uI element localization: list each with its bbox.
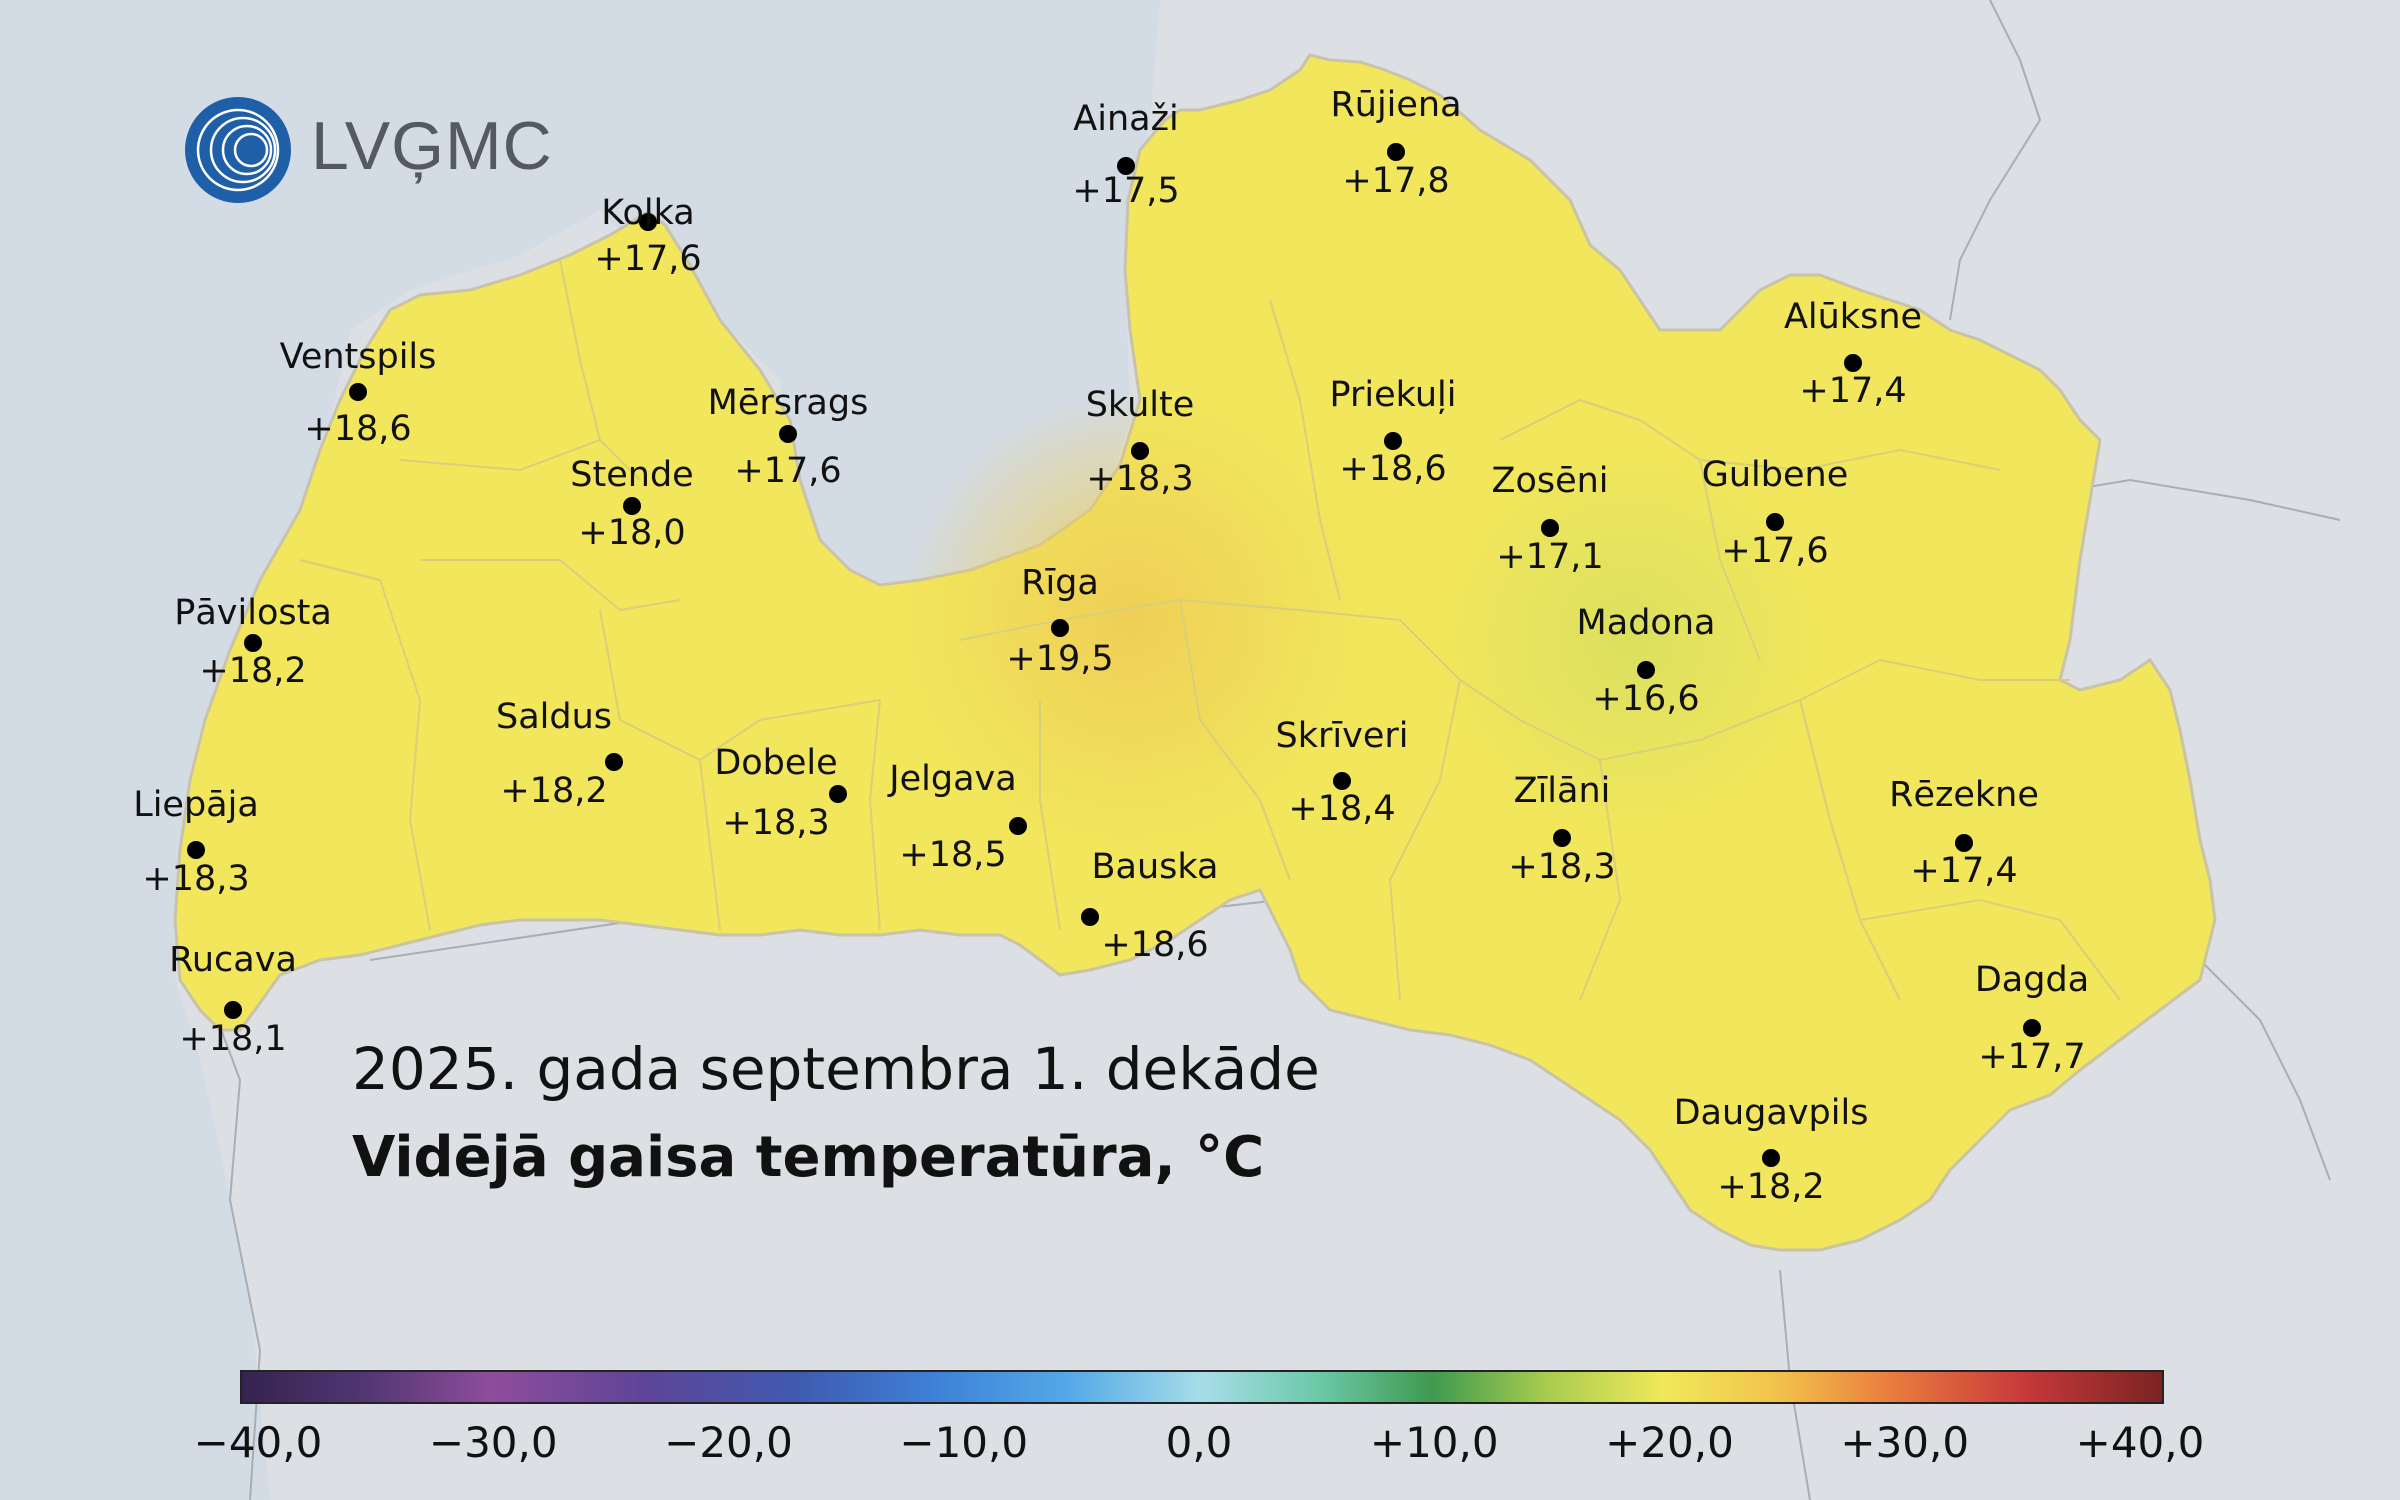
station-dot <box>1009 817 1027 835</box>
station-name: Saldus <box>495 697 613 737</box>
station-temperature: +18,1 <box>179 1019 287 1059</box>
station-dot <box>1637 661 1655 679</box>
colorbar-tick-label: −10,0 <box>899 1418 1029 1467</box>
station-temperature: +17,8 <box>1342 161 1450 201</box>
colorbar-tick-label: −30,0 <box>428 1418 558 1467</box>
station-dot <box>244 634 262 652</box>
station-dot <box>349 383 367 401</box>
logo-wordmark: LVĢMC <box>311 108 553 184</box>
station-temperature: +17,5 <box>1072 171 1180 211</box>
station-temperature: +18,2 <box>199 651 307 691</box>
station-dot <box>779 425 797 443</box>
station-dot <box>1955 834 1973 852</box>
station-name: Mērsrags <box>707 383 869 423</box>
station-temperature: +17,4 <box>1910 851 2018 891</box>
station-name: Kolka <box>601 193 695 233</box>
lvgmc-logo: LVĢMC <box>183 95 603 215</box>
station-temperature: +18,6 <box>1339 449 1447 489</box>
station-name: Madona <box>1576 603 1716 643</box>
station-temperature: +18,2 <box>1717 1167 1825 1207</box>
colorbar-tick-label: +40,0 <box>2075 1418 2205 1467</box>
station-temperature: +17,6 <box>1721 531 1829 571</box>
temperature-colorbar <box>240 1370 2164 1404</box>
station-name: Liepāja <box>133 785 259 825</box>
madona-cool-area <box>1440 450 1820 830</box>
station-dot <box>623 497 641 515</box>
station-name: Rēzekne <box>1889 775 2039 815</box>
station-temperature: +16,6 <box>1592 679 1700 719</box>
station-name: Bauska <box>1091 847 1219 887</box>
station-temperature: +18,0 <box>578 513 686 553</box>
station-temperature: +18,3 <box>142 859 250 899</box>
station-dot <box>1117 157 1135 175</box>
station-name: Rūjiena <box>1330 85 1462 125</box>
station-dot <box>1387 143 1405 161</box>
station-temperature: +17,4 <box>1799 371 1907 411</box>
station-name: Dagda <box>1974 960 2090 1000</box>
station-name: Ventspils <box>279 337 437 377</box>
map-variable-title: Vidējā gaisa temperatūra, °C <box>352 1125 1265 1190</box>
station-name: Jelgava <box>889 759 1017 799</box>
station-name: Priekuļi <box>1329 375 1457 415</box>
station-temperature: +17,6 <box>594 239 702 279</box>
station-name: Zosēni <box>1491 461 1609 501</box>
station-dot <box>1051 619 1069 637</box>
station-dot <box>1131 442 1149 460</box>
station-dot <box>1844 354 1862 372</box>
station-name: Skrīveri <box>1275 716 1409 756</box>
station-temperature: +17,7 <box>1978 1037 2086 1077</box>
station-dot <box>639 213 657 231</box>
station-name: Ainaži <box>1073 99 1179 139</box>
station-name: Gulbene <box>1701 455 1849 495</box>
station-dot <box>187 841 205 859</box>
station-temperature: +19,5 <box>1006 639 1114 679</box>
station-dot <box>605 753 623 771</box>
station-temperature: +18,3 <box>722 803 830 843</box>
station-name: Alūksne <box>1783 297 1923 337</box>
station-name: Rīga <box>1021 563 1099 603</box>
lvgmc-logo-mark <box>185 97 291 203</box>
map-period-title: 2025. gada septembra 1. dekāde <box>352 1035 1320 1103</box>
station-dot <box>1333 772 1351 790</box>
colorbar-tick-label: −40,0 <box>193 1418 323 1467</box>
station-dot <box>1541 519 1559 537</box>
colorbar-tick-label: −20,0 <box>664 1418 793 1467</box>
station-dot <box>1762 1149 1780 1167</box>
station-dot <box>1766 513 1784 531</box>
station-temperature: +18,2 <box>500 771 608 811</box>
station-temperature: +18,3 <box>1086 459 1194 499</box>
riga-warm-area <box>900 390 1360 850</box>
station-name: Daugavpils <box>1673 1093 1869 1133</box>
station-dot <box>1384 432 1402 450</box>
station-dot <box>1553 829 1571 847</box>
station-dot <box>1081 908 1099 926</box>
station-dot <box>829 785 847 803</box>
station-temperature: +18,5 <box>899 835 1007 875</box>
station-temperature: +18,3 <box>1508 847 1616 887</box>
colorbar-tick-label: 0,0 <box>1165 1418 1233 1467</box>
station-name: Pāvilosta <box>174 593 332 633</box>
municipality-borders <box>299 259 2121 1001</box>
station-name: Rucava <box>169 940 297 980</box>
station-temperature: +18,6 <box>1101 925 1209 965</box>
colorbar-tick-label: +20,0 <box>1605 1418 1734 1467</box>
station-name: Zīlāni <box>1513 771 1611 811</box>
station-dot <box>224 1001 242 1019</box>
colorbar-tick-label: +10,0 <box>1369 1418 1499 1467</box>
baltic-sea <box>0 0 1160 1500</box>
station-name: Stende <box>570 455 694 495</box>
station-dot <box>2023 1019 2041 1037</box>
station-temperature: +18,6 <box>304 409 412 449</box>
station-temperature: +17,6 <box>734 451 842 491</box>
colorbar-tick-label: +30,0 <box>1840 1418 1970 1467</box>
station-name: Skulte <box>1085 385 1195 425</box>
station-temperature: +17,1 <box>1496 537 1604 577</box>
station-name: Dobele <box>714 743 838 783</box>
station-temperature: +18,4 <box>1288 789 1396 829</box>
